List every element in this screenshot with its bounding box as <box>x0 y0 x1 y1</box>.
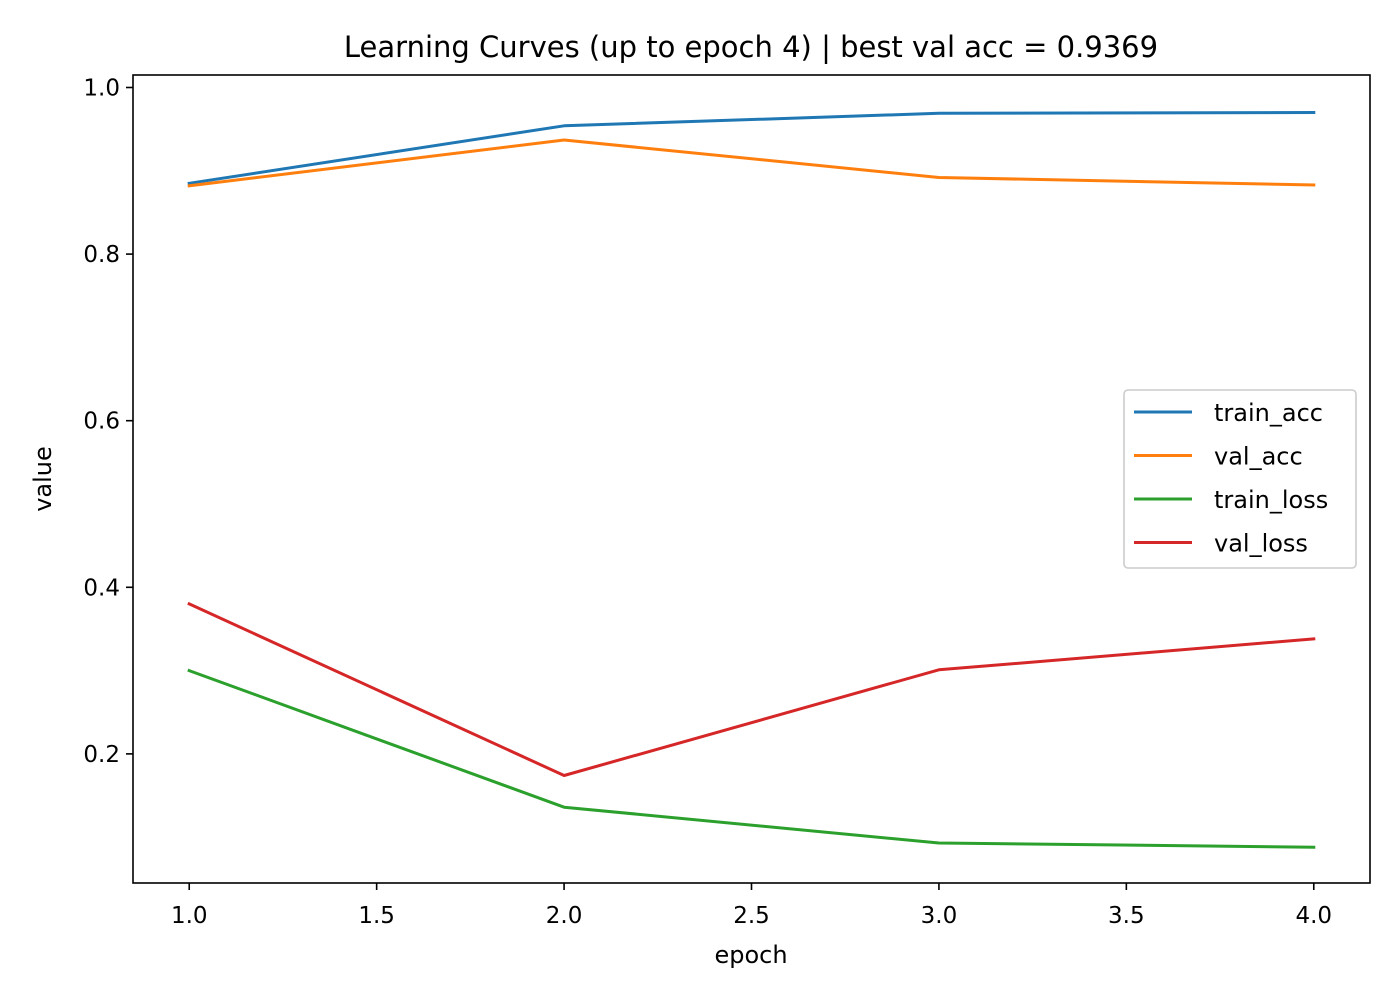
series-line-val-acc <box>187 138 1316 188</box>
y-axis-ticks: 0.2 0.4 0.6 0.8 1.0 <box>83 75 133 768</box>
y-tick-label: 1.0 <box>83 75 120 101</box>
legend-label-train-loss: train_loss <box>1214 486 1328 514</box>
x-tick-label: 4.0 <box>1295 903 1332 929</box>
y-tick-label: 0.4 <box>83 575 120 601</box>
x-tick-label: 2.5 <box>733 903 770 929</box>
series-line-val-loss <box>187 601 1316 777</box>
x-tick-label: 2.0 <box>546 903 583 929</box>
series-line-train-acc <box>187 110 1316 186</box>
x-axis-label: epoch <box>714 941 787 969</box>
y-tick-label: 0.2 <box>83 742 120 768</box>
legend-label-val-acc: val_acc <box>1214 443 1303 471</box>
x-tick-label: 1.0 <box>171 903 208 929</box>
legend: train_acc val_acc train_loss val_loss <box>1123 389 1357 569</box>
legend-items: train_acc val_acc train_loss val_loss <box>1134 399 1328 558</box>
series-layer <box>187 110 1316 849</box>
legend-box <box>1123 389 1357 569</box>
chart-title: Learning Curves (up to epoch 4) | best v… <box>344 30 1158 64</box>
legend-label-train-acc: train_acc <box>1214 399 1323 427</box>
x-tick-label: 1.5 <box>358 903 395 929</box>
series-line-train-loss <box>187 668 1316 849</box>
y-tick-label: 0.6 <box>83 409 120 435</box>
y-axis-label: value <box>29 446 57 512</box>
x-tick-label: 3.5 <box>1108 903 1145 929</box>
y-tick-label: 0.8 <box>83 242 120 268</box>
x-tick-label: 3.0 <box>921 903 958 929</box>
x-axis-ticks: 1.0 1.5 2.0 2.5 3.0 3.5 4.0 <box>171 883 1332 929</box>
legend-label-val-loss: val_loss <box>1214 530 1308 558</box>
